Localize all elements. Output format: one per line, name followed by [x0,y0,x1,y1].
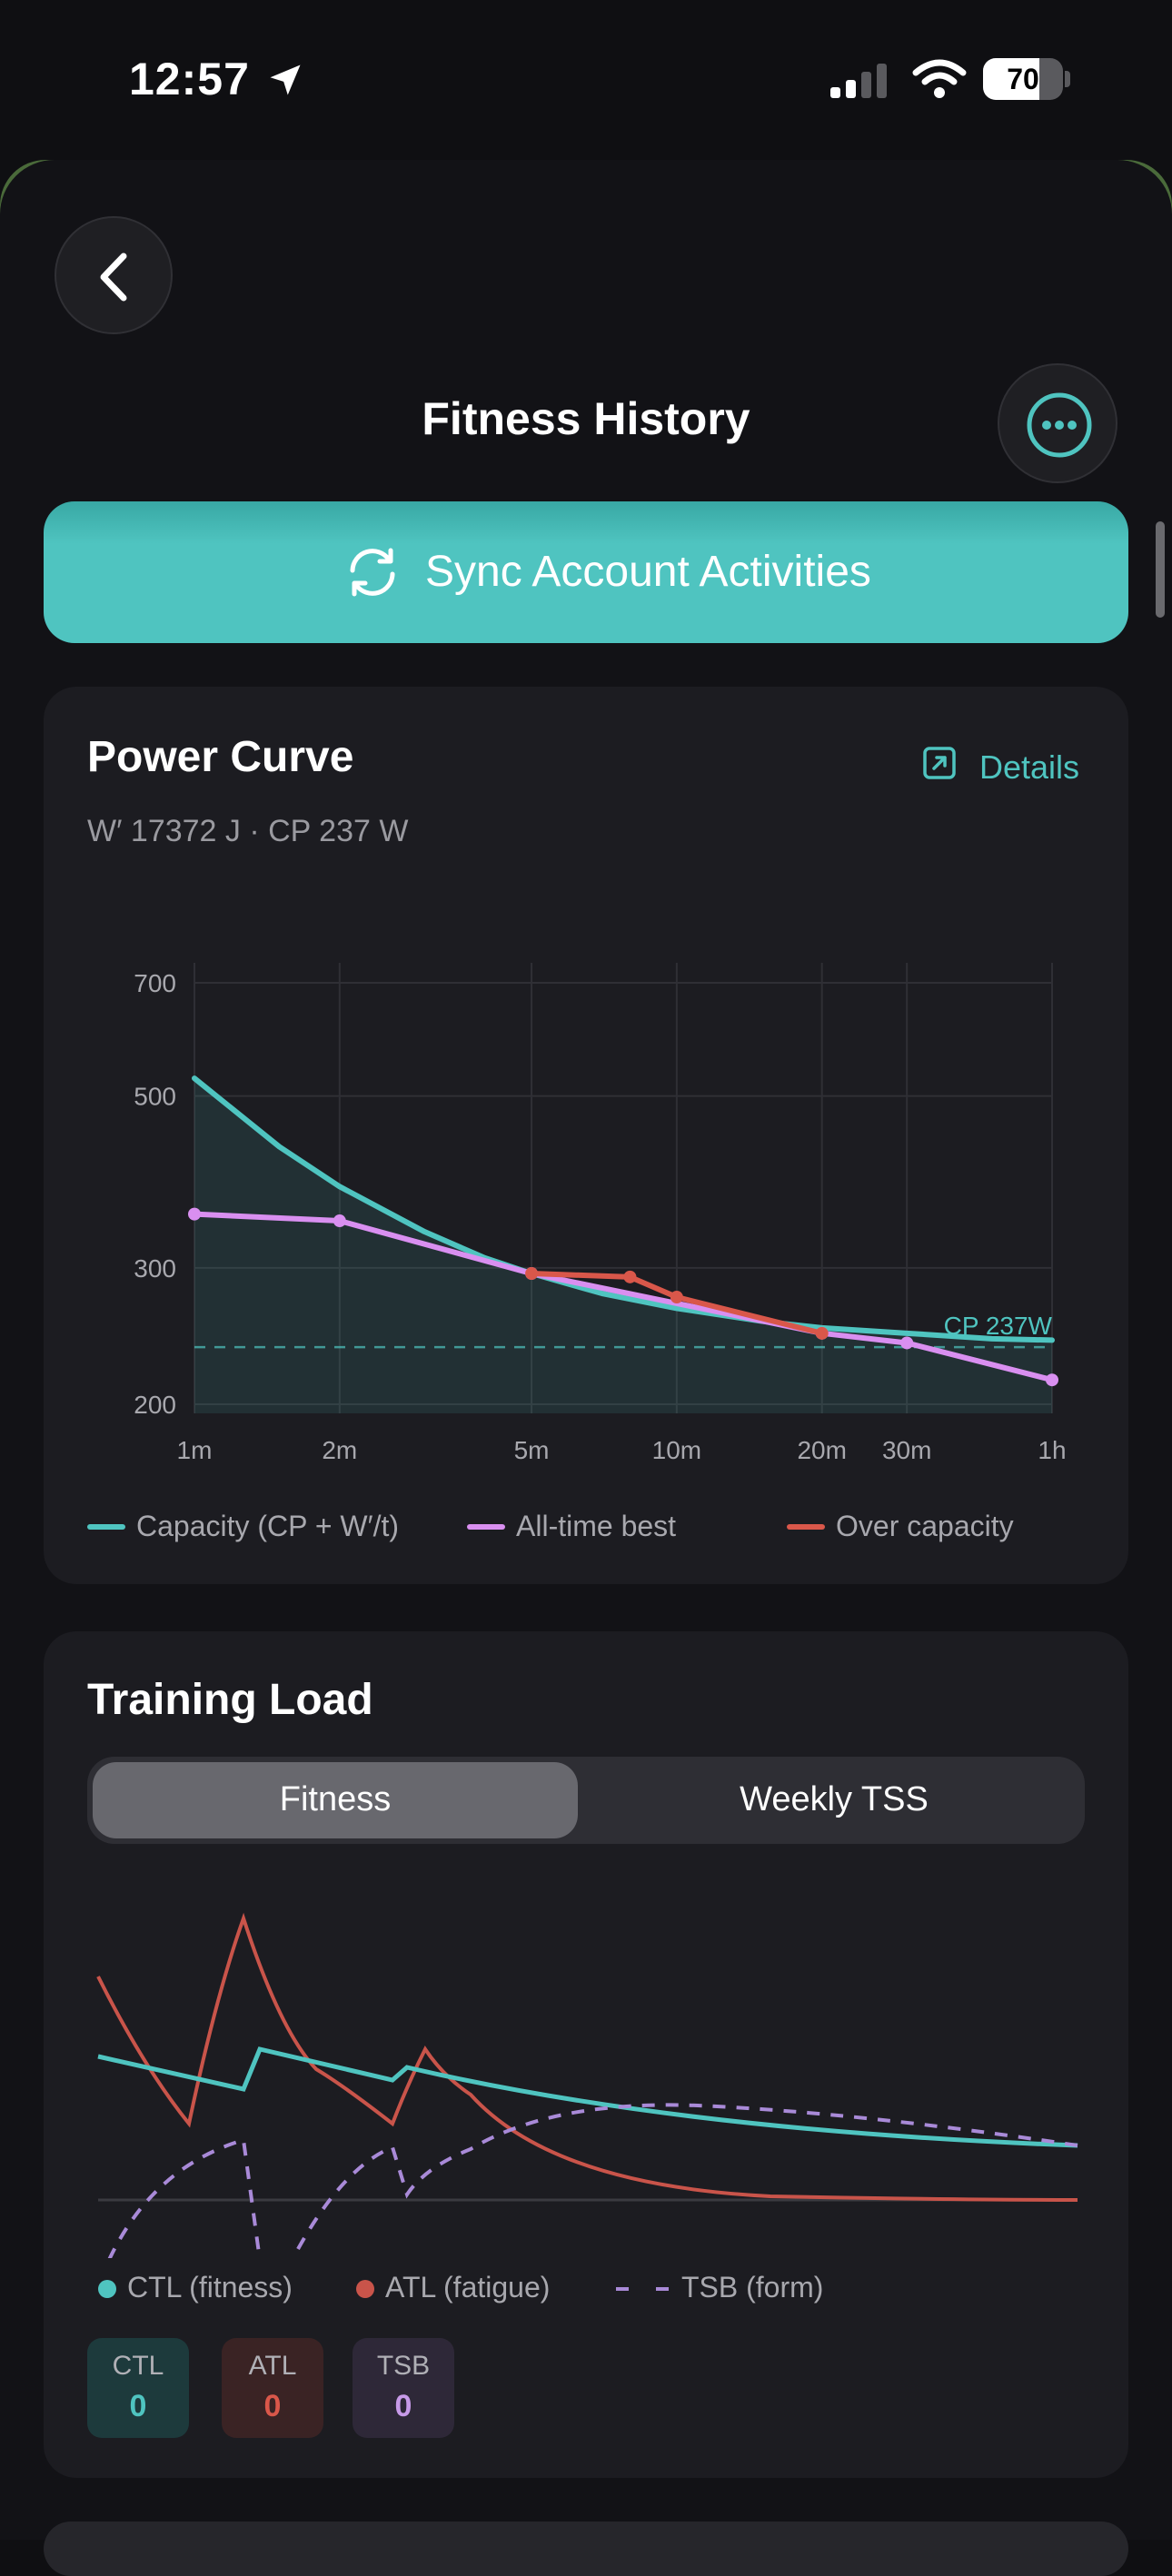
atl-value: 0 [263,2389,282,2423]
best-point [333,1214,346,1228]
capacity-area [194,1078,1052,1413]
status-bar: 12:57 70 [0,0,1172,154]
over-capacity-point [670,1291,683,1304]
cellular-signal-icon [830,64,887,98]
over-capacity-point [623,1270,637,1283]
location-arrow-icon [270,64,301,95]
sync-icon [350,548,395,597]
ctl-line [97,2046,1078,2148]
best-point [188,1207,201,1221]
sync-button-label: Sync Account Activities [425,548,871,596]
over-capacity-line [529,1271,825,1336]
x-tick-label: 2m [322,1436,357,1464]
training-load-card: Training Load Fitness Weekly TSS CTL (fi… [44,1631,1128,2478]
atl-pill: ATL 0 [222,2338,323,2438]
tsb-value: 0 [394,2389,412,2423]
power-curve-card: Power Curve Details W′ 17372 J · CP 237 … [44,687,1128,1584]
battery-indicator: 70 [983,58,1070,100]
best-point [1046,1373,1058,1387]
x-tick-label: 10m [652,1436,701,1464]
y-tick-label: 700 [134,969,176,997]
tab-active-indicator [93,1762,578,1838]
over-capacity-point [525,1267,539,1281]
scrollbar[interactable] [1156,521,1165,618]
chevron-left-icon [100,253,127,302]
sync-activities-button[interactable]: Sync Account Activities [44,501,1128,643]
open-external-icon [923,747,956,779]
x-tick-label: 1m [177,1436,213,1464]
over-capacity-point [815,1326,829,1340]
ctl-value: 0 [129,2389,147,2423]
capacity-line [192,1075,1055,1343]
tsb-line [107,2103,1078,2258]
x-tick-label: 30m [882,1436,931,1464]
atl-line [96,1912,1078,2202]
status-time: 12:57 [129,54,250,104]
wifi-icon [912,59,967,98]
best-point [900,1336,914,1350]
y-tick-label: 200 [134,1391,176,1419]
details-label: Details [979,748,1080,786]
tsb-pill: TSB 0 [353,2338,454,2438]
ctl-pill: CTL 0 [87,2338,189,2438]
training-load-title: Training Load [87,1676,373,1724]
tab-fitness[interactable]: Fitness [279,1780,392,1818]
more-options-button[interactable] [998,363,1117,483]
training-load-toggle: Fitness Weekly TSS [87,1757,1085,1844]
next-card-edge [44,2522,1128,2576]
x-tick-label: 20m [797,1436,846,1464]
x-tick-label: 5m [514,1436,550,1464]
y-tick-label: 500 [134,1083,176,1111]
power-curve-subtitle: W′ 17372 J · CP 237 W [87,814,409,848]
battery-percent: 70 [1007,63,1039,95]
tab-weekly-tss[interactable]: Weekly TSS [740,1780,929,1818]
power-curve-title: Power Curve [87,733,354,781]
x-tick-label: 1h [1038,1436,1066,1464]
training-load-chart [96,1912,1078,2258]
y-tick-label: 300 [134,1254,176,1283]
back-button[interactable] [55,216,173,334]
page-title: Fitness History [422,393,750,444]
more-icon [1027,392,1092,458]
